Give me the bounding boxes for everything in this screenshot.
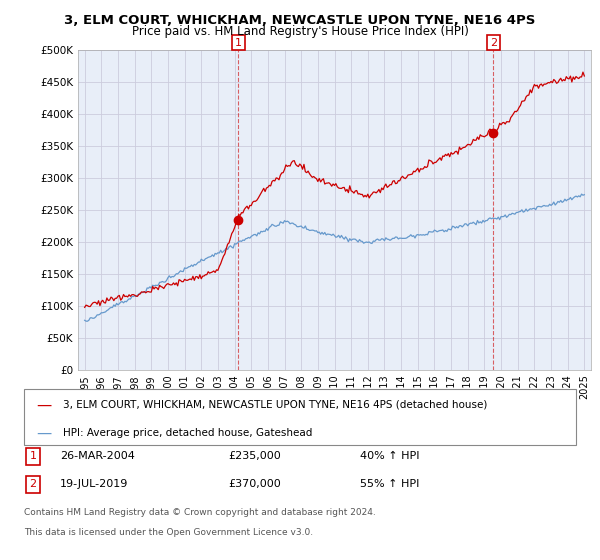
Text: 2: 2: [29, 479, 37, 489]
Text: 3, ELM COURT, WHICKHAM, NEWCASTLE UPON TYNE, NE16 4PS: 3, ELM COURT, WHICKHAM, NEWCASTLE UPON T…: [64, 14, 536, 27]
Text: £235,000: £235,000: [228, 451, 281, 461]
Text: —: —: [36, 426, 51, 440]
Text: Contains HM Land Registry data © Crown copyright and database right 2024.: Contains HM Land Registry data © Crown c…: [24, 508, 376, 517]
Text: 19-JUL-2019: 19-JUL-2019: [60, 479, 128, 489]
Text: HPI: Average price, detached house, Gateshead: HPI: Average price, detached house, Gate…: [63, 428, 313, 438]
Text: 40% ↑ HPI: 40% ↑ HPI: [360, 451, 419, 461]
Text: 55% ↑ HPI: 55% ↑ HPI: [360, 479, 419, 489]
Text: 1: 1: [29, 451, 37, 461]
Text: 3, ELM COURT, WHICKHAM, NEWCASTLE UPON TYNE, NE16 4PS (detached house): 3, ELM COURT, WHICKHAM, NEWCASTLE UPON T…: [63, 400, 487, 410]
Text: 26-MAR-2004: 26-MAR-2004: [60, 451, 135, 461]
Text: Price paid vs. HM Land Registry's House Price Index (HPI): Price paid vs. HM Land Registry's House …: [131, 25, 469, 38]
Text: £370,000: £370,000: [228, 479, 281, 489]
Text: 2: 2: [490, 38, 497, 48]
Text: —: —: [36, 398, 51, 412]
Text: 1: 1: [235, 38, 242, 48]
Text: This data is licensed under the Open Government Licence v3.0.: This data is licensed under the Open Gov…: [24, 528, 313, 536]
